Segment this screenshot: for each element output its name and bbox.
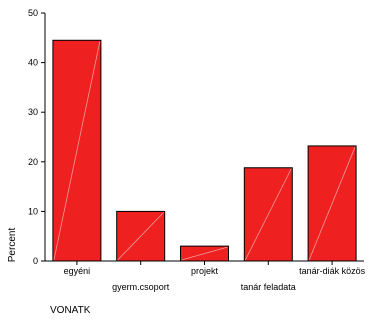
y-axis-title: Percent — [7, 228, 18, 263]
bars-group — [52, 39, 357, 262]
y-tick-label: 20 — [28, 157, 38, 167]
bar-highlight — [53, 41, 101, 261]
y-tick-label: 50 — [28, 8, 38, 18]
x-tick-label: egyéni — [64, 266, 91, 276]
y-tick-label: 10 — [28, 206, 38, 216]
bar-highlight — [308, 146, 356, 261]
bar-highlight — [244, 168, 292, 261]
x-tick-label: gyerm.csoport — [112, 282, 170, 292]
bar-highlight — [181, 246, 228, 261]
x-tick-label: projekt — [191, 266, 219, 276]
y-tick-label: 0 — [33, 256, 38, 266]
x-tick-label: tanár feladata — [241, 282, 296, 292]
x-tick-label: tanár-diák közös — [299, 266, 366, 276]
x-axis-title: VONATK — [50, 305, 91, 316]
x-ticks-group: egyéni gyerm.csoport projekt tanár feladata… — [64, 261, 366, 292]
bar-highlight — [117, 212, 164, 261]
y-tick-label: 30 — [28, 107, 38, 117]
y-ticks-group: 0 10 20 30 40 50 — [28, 8, 45, 266]
y-tick-label: 40 — [28, 58, 38, 68]
